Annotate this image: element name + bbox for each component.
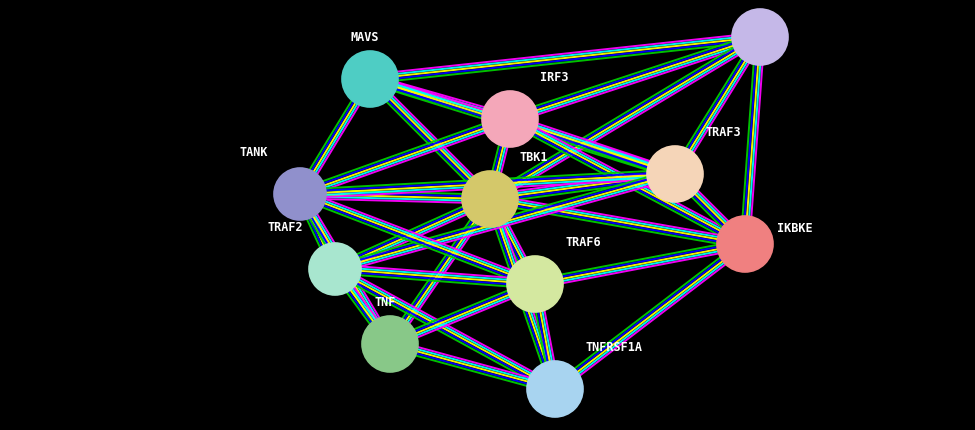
Circle shape xyxy=(717,216,773,272)
Text: TNFRSF1A: TNFRSF1A xyxy=(585,340,642,353)
Circle shape xyxy=(482,92,538,147)
Circle shape xyxy=(647,147,703,203)
Text: TNF: TNF xyxy=(374,295,396,308)
Circle shape xyxy=(527,361,583,417)
Text: TRAF6: TRAF6 xyxy=(565,236,601,249)
Text: STING1: STING1 xyxy=(792,0,835,2)
Circle shape xyxy=(342,52,398,108)
Text: TRAF3: TRAF3 xyxy=(705,126,741,139)
Circle shape xyxy=(462,172,518,227)
Text: IKBKE: IKBKE xyxy=(777,221,812,234)
Text: IRF3: IRF3 xyxy=(540,71,568,84)
Circle shape xyxy=(362,316,418,372)
Text: MAVS: MAVS xyxy=(351,31,379,44)
Circle shape xyxy=(309,243,361,295)
Text: TRAF2: TRAF2 xyxy=(267,221,303,233)
Circle shape xyxy=(507,256,563,312)
Text: TBK1: TBK1 xyxy=(520,150,549,164)
Circle shape xyxy=(732,10,788,66)
Circle shape xyxy=(274,169,326,221)
Text: TANK: TANK xyxy=(240,146,268,159)
